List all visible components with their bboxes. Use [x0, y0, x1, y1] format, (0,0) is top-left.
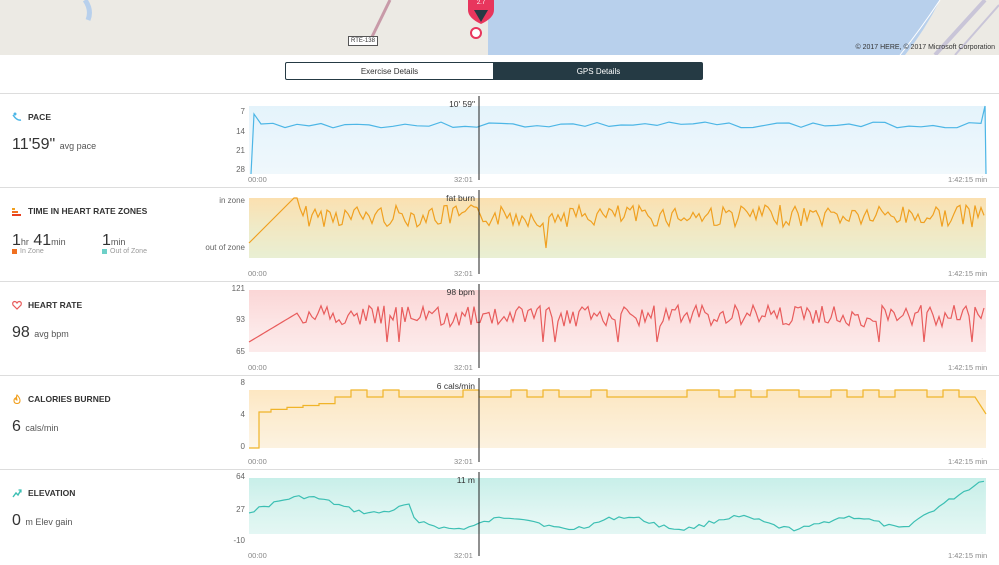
elevation-icon — [12, 489, 22, 498]
pace-unit: avg pace — [59, 141, 97, 151]
out-zone-label: Out of Zone — [110, 248, 147, 255]
route-label: RTE-138 — [348, 36, 378, 46]
hr-series-line — [248, 303, 985, 343]
pace-series-line — [250, 105, 987, 175]
x-end-label: 1:42:15 min — [948, 175, 988, 184]
heart-rate-row: HEART RATE 98 avg bpm 121 93 65 00:00 32… — [0, 281, 999, 375]
calories-value: 6 — [12, 418, 21, 435]
map-credit: © 2017 HERE, © 2017 Microsoft Corporatio… — [855, 44, 996, 51]
x-cursor-label: 32:01 — [454, 457, 473, 466]
elevation-value: 0 — [12, 512, 21, 529]
zones-series-line — [248, 197, 985, 249]
cal-cursor-value: 6 cals/min — [436, 381, 475, 391]
heart-rate-chart[interactable]: 121 93 65 00:00 32:01 1:42:15 min 98 bpm — [200, 282, 999, 376]
x-cursor-label: 32:01 — [454, 551, 473, 560]
heart-rate-unit: avg bpm — [34, 329, 69, 339]
x-cursor-label: 32:01 — [454, 175, 473, 184]
zones-ytick: out of zone — [205, 243, 245, 252]
out-zone-time: 1min — [102, 232, 125, 250]
pace-ytick: 28 — [236, 165, 245, 174]
in-zone-minute-unit: min — [51, 237, 66, 247]
heart-rate-title: HEART RATE — [28, 300, 83, 310]
elev-area-bg — [249, 478, 986, 534]
elev-cursor-value: 11 m — [456, 475, 475, 485]
hr-ytick: 93 — [236, 315, 245, 324]
elev-ytick: 27 — [236, 505, 245, 514]
hr-cursor-value: 98 bpm — [446, 287, 475, 297]
pace-icon — [12, 112, 22, 121]
cal-ytick: 4 — [240, 410, 245, 419]
map-marker-icon[interactable] — [466, 0, 496, 40]
pace-ytick: 14 — [236, 127, 245, 136]
out-zone-minute-unit: min — [110, 237, 126, 247]
pace-cursor-value: 10' 59" — [449, 99, 475, 109]
cal-area — [249, 390, 986, 448]
tab-gps-details[interactable]: GPS Details — [494, 62, 703, 80]
zones-area — [249, 198, 986, 258]
calories-row: CALORIES BURNED 6 cals/min 8 4 0 00:00 3… — [0, 375, 999, 469]
elev-area — [249, 481, 986, 534]
x-end-label: 1:42:15 min — [948, 269, 988, 278]
hr-ytick: 121 — [231, 284, 245, 293]
pace-chart[interactable]: 7 14 21 28 00:00 32:01 1:42:15 min 10' 5… — [200, 94, 999, 188]
cal-ytick: 8 — [240, 378, 245, 387]
elevation-title: ELEVATION — [28, 488, 76, 498]
map-pin-value: 2.7 — [476, 0, 486, 6]
x-start-label: 00:00 — [248, 551, 267, 560]
elev-ytick: -10 — [233, 536, 245, 545]
elevation-row: ELEVATION 0 m Elev gain 64 27 -10 00:00 … — [0, 469, 999, 563]
zones-ytick: in zone — [219, 196, 245, 205]
in-zone-hours: 1 — [12, 232, 21, 249]
hr-ytick: 65 — [236, 347, 245, 356]
x-cursor-label: 32:01 — [454, 363, 473, 372]
x-cursor-label: 32:01 — [454, 269, 473, 278]
elev-ytick: 64 — [236, 472, 245, 481]
cal-ytick: 0 — [240, 442, 245, 451]
tab-exercise-details[interactable]: Exercise Details — [285, 62, 494, 80]
x-end-label: 1:42:15 min — [948, 457, 988, 466]
route-map[interactable]: RTE-138 © 2017 HERE, © 2017 Microsoft Co… — [0, 0, 999, 55]
elevation-chart[interactable]: 64 27 -10 00:00 32:01 1:42:15 min 11 m — [200, 470, 999, 564]
details-tabs: Exercise Details GPS Details — [285, 62, 703, 80]
flame-icon — [13, 394, 21, 404]
elev-series-line — [248, 480, 985, 532]
in-zone-time: 1hr 41min — [12, 232, 66, 250]
elevation-unit: m Elev gain — [25, 517, 73, 527]
out-zone-minutes: 1 — [102, 232, 111, 249]
cal-series-line — [249, 389, 987, 449]
cal-area-bg — [249, 390, 986, 448]
map-canvas — [0, 0, 999, 55]
pace-row: PACE 11'59" avg pace 7 14 21 28 00:00 32… — [0, 93, 999, 187]
zones-chart[interactable]: in zone out of zone 00:00 32:01 1:42:15 … — [200, 188, 999, 282]
heart-rate-value: 98 — [12, 324, 30, 341]
pace-ytick: 21 — [236, 146, 245, 155]
calories-title: CALORIES BURNED — [28, 394, 111, 404]
hr-area — [249, 305, 986, 352]
x-start-label: 00:00 — [248, 269, 267, 278]
heart-icon — [12, 300, 22, 310]
pace-ytick: 7 — [240, 107, 245, 116]
zones-icon — [12, 208, 21, 216]
zones-row: TIME IN HEART RATE ZONES 1hr 41min In Zo… — [0, 187, 999, 281]
pace-area-bg — [249, 106, 986, 174]
x-start-label: 00:00 — [248, 175, 267, 184]
x-end-label: 1:42:15 min — [948, 363, 988, 372]
calories-chart[interactable]: 8 4 0 00:00 32:01 1:42:15 min 6 cals/min — [200, 376, 999, 470]
zones-cursor-value: fat burn — [446, 193, 475, 203]
in-zone-minutes: 41 — [33, 232, 52, 249]
x-start-label: 00:00 — [248, 363, 267, 372]
x-end-label: 1:42:15 min — [948, 551, 988, 560]
in-zone-hour-unit: hr — [20, 237, 29, 247]
pace-value: 11'59" — [12, 136, 56, 153]
pace-area — [249, 106, 986, 174]
in-zone-label: In Zone — [20, 248, 44, 255]
calories-unit: cals/min — [25, 423, 59, 433]
zones-title: TIME IN HEART RATE ZONES — [28, 206, 148, 216]
pace-title: PACE — [28, 112, 51, 122]
x-start-label: 00:00 — [248, 457, 267, 466]
